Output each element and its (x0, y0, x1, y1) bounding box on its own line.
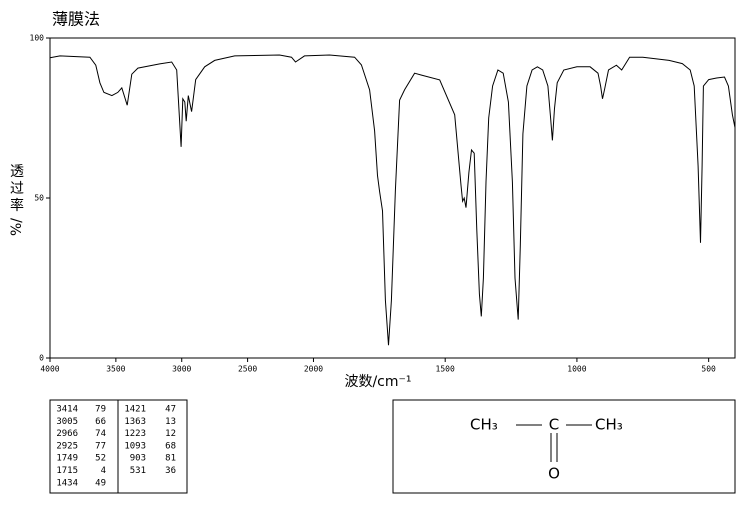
peak-table-cell: 3414 (56, 405, 78, 415)
peak-table-cell: 1434 (56, 478, 78, 488)
peak-table-cell: 1363 (124, 417, 146, 427)
peak-table-cell: 531 (130, 466, 146, 476)
y-tick-label: 100 (30, 34, 45, 43)
peak-table-cell: 2966 (56, 429, 78, 439)
peak-table-cell: 77 (95, 441, 106, 451)
y-label-char: 过 (10, 181, 24, 197)
atom-label: CH₃ (470, 416, 498, 434)
y-label-char: 透 (10, 164, 24, 180)
peak-table-cell: 1223 (124, 429, 146, 439)
x-tick-label: 4000 (40, 365, 59, 374)
peak-table-cell: 1093 (124, 441, 146, 451)
y-axis-label: 透过率 %/ (9, 164, 25, 236)
peak-table-cell: 47 (165, 405, 176, 415)
peak-table-cell: 1715 (56, 466, 78, 476)
x-tick-label: 2500 (238, 365, 257, 374)
atom-label: CH₃ (595, 416, 623, 434)
peak-table-cell: 1421 (124, 405, 146, 415)
y-tick-label: 0 (39, 354, 44, 363)
spectrum-line (49, 54, 736, 346)
structure-frame (392, 399, 736, 494)
peak-table-cell: 74 (95, 429, 106, 439)
y-label-unit: %/ (9, 218, 25, 236)
x-axis-label: 波数/cm⁻¹ (344, 374, 411, 390)
peak-table-cell: 903 (130, 454, 146, 464)
y-tick-label: 50 (34, 194, 44, 203)
peak-table-cell: 79 (95, 405, 106, 415)
x-tick-label: 2000 (304, 365, 323, 374)
x-tick-label: 3000 (172, 365, 191, 374)
x-tick-label: 500 (701, 365, 716, 374)
y-label-char: 率 (10, 197, 24, 214)
x-tick-label: 1500 (436, 365, 455, 374)
peak-table-cell: 36 (165, 466, 176, 476)
peak-table-cell: 3005 (56, 417, 78, 427)
chart-title: 薄膜法 (52, 10, 100, 29)
plot-frame (49, 37, 736, 359)
peak-table-cell: 12 (165, 429, 176, 439)
atom-label: C (549, 416, 559, 434)
peak-table-cell: 49 (95, 478, 106, 488)
peak-table-cell: 66 (95, 417, 106, 427)
x-tick-label: 1000 (567, 365, 586, 374)
peak-table-cell: 68 (165, 441, 176, 451)
peak-table-cell: 13 (165, 417, 176, 427)
atom-label: O (548, 465, 560, 483)
peak-table-cell: 2925 (56, 441, 78, 451)
peak-table-cell: 4 (101, 466, 106, 476)
peak-table-cell: 1749 (56, 454, 78, 464)
peak-table-cell: 52 (95, 454, 106, 464)
x-tick-label: 3500 (106, 365, 125, 374)
peak-table-cell: 81 (165, 454, 176, 464)
